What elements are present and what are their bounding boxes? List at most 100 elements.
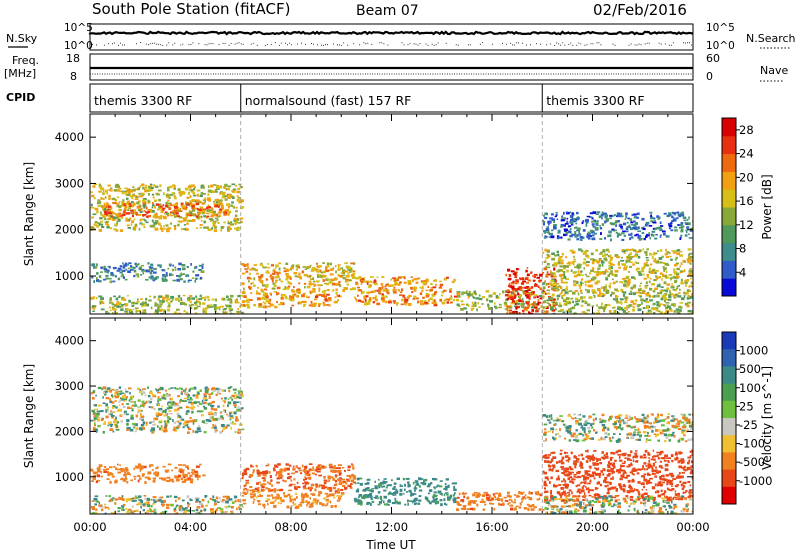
velocity-ytick-0: 1000: [55, 470, 84, 484]
freq-tick-bottom: 8: [70, 70, 77, 83]
echo-region-9: [542, 495, 693, 514]
colorbar-swatch: [722, 349, 736, 367]
nave-label: Nave: [760, 64, 788, 77]
x-tick-2: 08:00: [274, 520, 307, 534]
cpid-panel: CPID themis 3300 RF normalsound (fast) 15…: [6, 83, 694, 113]
beam-label: Beam 07: [356, 3, 419, 19]
power-ytick-1: 2000: [55, 223, 84, 237]
colorbar-tick: 12: [739, 218, 754, 232]
colorbar-swatch: [722, 418, 736, 436]
velocity-ytick-2: 3000: [55, 379, 84, 393]
velocity-ytick-3: 4000: [55, 334, 84, 348]
echo-region-2: [90, 495, 243, 514]
colorbar-tick: 8: [739, 242, 746, 256]
power-ytick-0: 1000: [55, 269, 84, 283]
cpid-mode-1: normalsound (fast) 157 RF: [245, 93, 412, 108]
echo-region-9: [542, 248, 693, 297]
x-tick-3: 12:00: [375, 520, 408, 534]
colorbar-tick: -100: [739, 437, 765, 451]
power-ytick-2: 3000: [55, 176, 84, 190]
freq-tick-top: 18: [66, 52, 80, 65]
colorbar-swatch: [722, 171, 736, 190]
echo-region-6: [354, 276, 458, 307]
echo-region-10: [542, 211, 693, 242]
colorbar-tick: 28: [739, 123, 754, 137]
power-colorbar: 4 8 12 16 20 24 28 Power [dB]: [721, 117, 774, 297]
echo-region-4: [241, 490, 345, 509]
colorbar-tick: -1000: [739, 474, 772, 488]
echo-region-2: [91, 262, 205, 284]
nave-tick-bottom: 0: [706, 70, 713, 83]
date-label: 02/Feb/2016: [593, 1, 687, 19]
nsky-label: N.Sky: [6, 32, 38, 45]
power-ylabel: Slant Range [km]: [22, 162, 36, 266]
colorbar-tick: 24: [739, 147, 754, 161]
x-tick-4: 16:00: [475, 520, 508, 534]
echo-region-4: [240, 262, 356, 293]
echo-region-3: [90, 294, 245, 314]
power-panel: 1000 2000 3000 4000: [55, 113, 694, 315]
x-tick-5: 20:00: [576, 520, 609, 534]
colorbar-swatch: [722, 153, 736, 172]
echo-region-1: [90, 463, 206, 484]
nsearch-tick-bottom: 10^0: [706, 40, 735, 52]
velocity-panel: 1000 2000 3000 4000 00:00 04:00 08:00 12:00 16:0…: [55, 317, 710, 534]
colorbar-swatch: [722, 366, 736, 385]
colorbar-tick: 4: [739, 265, 746, 279]
nsky-tick-bottom: 10^0: [64, 40, 93, 52]
velocity-ylabel: Slant Range [km]: [22, 364, 36, 468]
colorbar-tick: -500: [739, 455, 765, 469]
colorbar-tick: 500: [739, 362, 761, 376]
x-tick-1: 04:00: [174, 520, 207, 534]
nsky-panel: N.Sky 10^5 10^0 10^5 10^0 N.Search: [6, 22, 796, 52]
x-tick-6: 00:00: [676, 520, 709, 534]
colorbar-tick: 20: [739, 170, 754, 184]
echo-region-8: [542, 413, 693, 443]
velocity-ytick-1: 2000: [55, 424, 84, 438]
colorbar-tick: 16: [739, 194, 754, 208]
echo-region-6: [455, 490, 542, 512]
colorbar-label: Velocity [m s^-1]: [760, 366, 774, 470]
x-tick-0: 00:00: [73, 520, 106, 534]
nave-tick-top: 60: [706, 52, 720, 65]
station-title: South Pole Station (fitACF): [92, 0, 290, 18]
colorbar-label: Power [dB]: [760, 174, 774, 239]
colorbar-swatch: [722, 207, 736, 226]
power-ytick-3: 4000: [55, 130, 84, 144]
x-axis-label: Time UT: [365, 538, 416, 552]
colorbar-swatch: [722, 224, 736, 244]
colorbar-swatch: [722, 400, 736, 419]
nsky-tick-top: 10^5: [64, 22, 93, 34]
colorbar-tick: 1000: [739, 344, 768, 358]
colorbar-tick: 25: [739, 399, 754, 413]
colorbar-swatch: [722, 260, 736, 279]
colorbar-swatch: [722, 435, 736, 453]
echo-region-7: [542, 449, 693, 503]
echo-region-11: [542, 294, 693, 314]
cpid-mode-0: themis 3300 RF: [94, 93, 192, 108]
echo-region-5: [241, 289, 342, 309]
cpid-label: CPID: [6, 91, 35, 104]
freq-unit: [MHz]: [4, 67, 36, 80]
cpid-mode-2: themis 3300 RF: [546, 93, 644, 108]
velocity-colorbar: 1000 500 100 25 -25 -100 -500 -1000 Velocity [m …: [721, 331, 774, 505]
colorbar-swatch: [722, 189, 736, 208]
colorbar-tick: 100: [739, 381, 761, 395]
colorbar-tick: -25: [739, 418, 758, 432]
echo-region-3: [241, 463, 357, 493]
nsearch-label: N.Search: [746, 32, 796, 45]
colorbar-swatch: [722, 469, 736, 488]
colorbar-swatch: [722, 452, 736, 471]
colorbar-swatch: [722, 242, 736, 261]
colorbar-swatch: [722, 383, 736, 402]
freq-panel: Freq. [MHz] 18 8 60 0 Nave: [4, 52, 788, 83]
echo-region-5: [353, 477, 457, 507]
colorbar-swatch: [722, 486, 736, 505]
colorbar-swatch: [722, 135, 736, 155]
freq-label: Freq.: [12, 54, 39, 67]
colorbar-swatch: [722, 332, 736, 350]
colorbar-swatch: [722, 278, 736, 297]
echo-region-1: [103, 202, 231, 219]
colorbar-swatch: [722, 118, 736, 137]
